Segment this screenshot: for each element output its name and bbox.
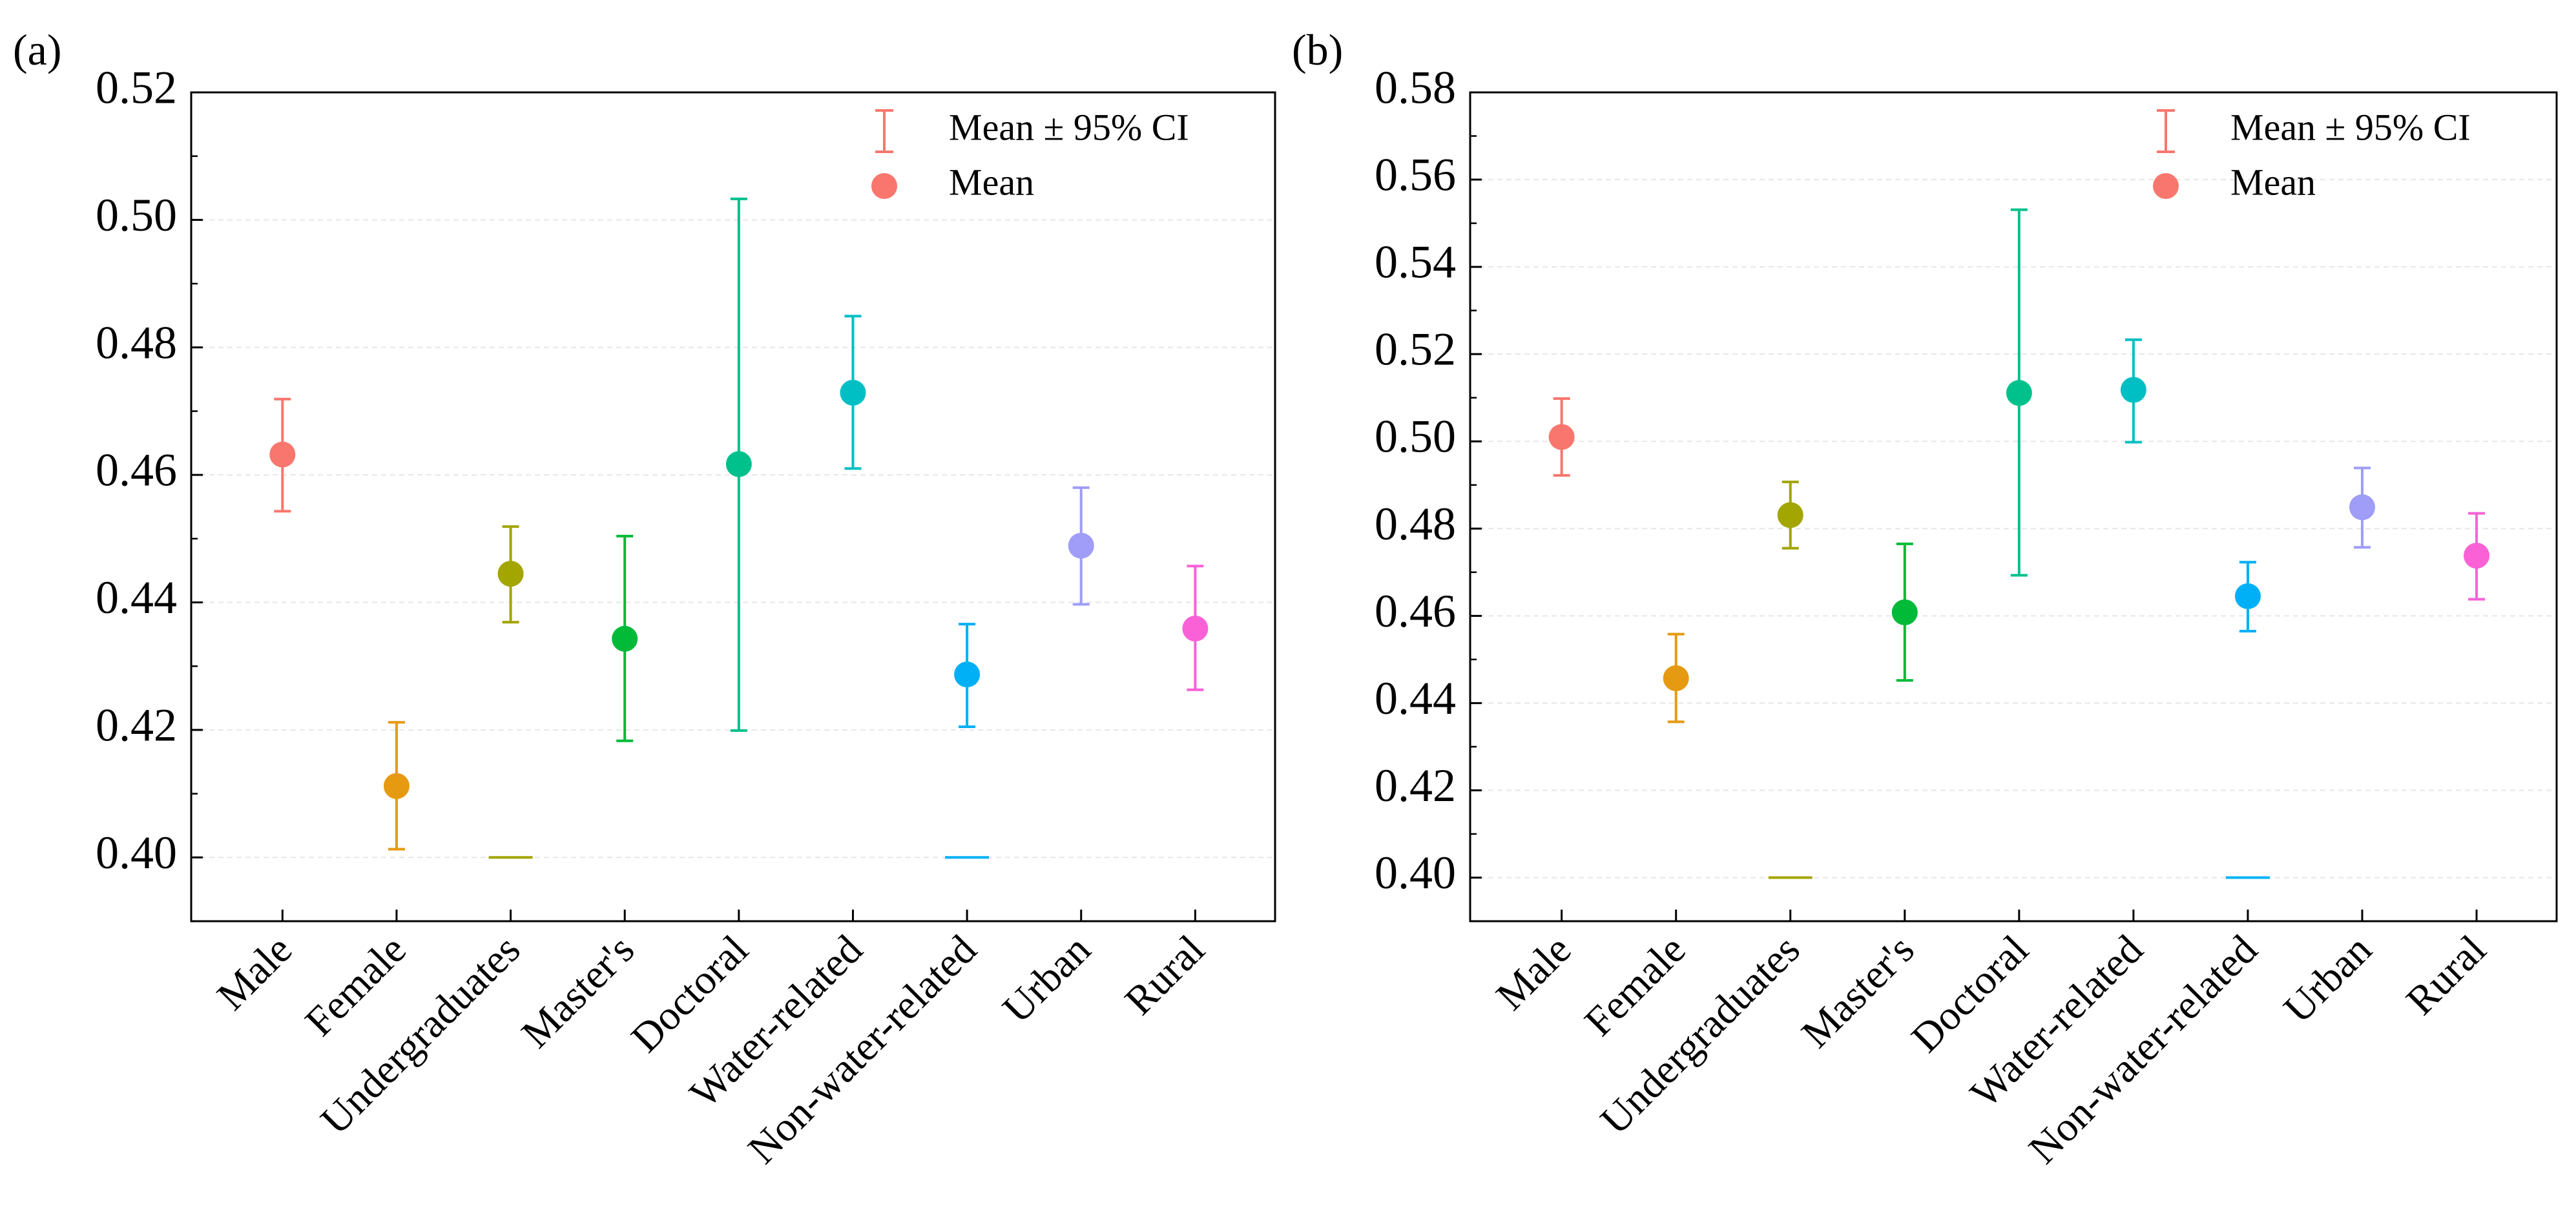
mean-point-water-related	[840, 379, 866, 406]
mean-point-male	[1548, 424, 1575, 450]
y-tick-label: 0.46	[96, 444, 177, 496]
x-tick-label: Master's	[512, 926, 643, 1057]
y-tick-label: 0.54	[1375, 236, 1456, 288]
panel-label: (a)	[13, 25, 61, 74]
y-tick-label: 0.56	[1375, 149, 1456, 201]
mean-point-master-s	[1891, 599, 1918, 625]
y-tick-label: 0.48	[96, 317, 177, 368]
y-tick-label: 0.46	[1375, 585, 1456, 637]
mean-point-urban	[1068, 532, 1094, 559]
mean-point-non-water-related	[954, 662, 981, 688]
y-tick-label: 0.48	[1375, 498, 1456, 550]
axis-frame	[190, 91, 1276, 922]
x-tick-label: Undergraduates	[312, 926, 529, 1143]
x-tick-label: Male	[1487, 926, 1579, 1019]
y-tick-label: 0.40	[1375, 847, 1456, 899]
mean-point-undergraduates	[497, 561, 524, 587]
mean-point-female	[1663, 665, 1689, 691]
x-tick-label: Master's	[1792, 926, 1923, 1057]
legend-label: Mean	[949, 161, 1034, 203]
y-tick-label: 0.52	[96, 62, 177, 114]
mean-point-female	[383, 773, 410, 799]
mean-point-urban	[2349, 494, 2376, 521]
axis-frame	[1469, 91, 2558, 922]
x-tick-label: Rural	[2397, 926, 2495, 1024]
y-tick-label: 0.50	[96, 189, 177, 241]
mean-point-doctoral	[2006, 380, 2032, 406]
y-tick-label: 0.42	[1375, 760, 1456, 811]
mean-point-doctoral	[725, 451, 752, 477]
x-tick-label: Undergraduates	[1592, 926, 1809, 1143]
mean-point-water-related	[2120, 377, 2146, 403]
x-tick-label: Urban	[2275, 926, 2380, 1032]
y-tick-label: 0.58	[1375, 62, 1456, 114]
panel-a: 0.400.420.440.460.480.500.52MaleFemaleUn…	[13, 25, 1276, 1173]
legend-label: Mean	[2230, 161, 2316, 203]
y-tick-label: 0.50	[1375, 411, 1456, 463]
y-tick-label: 0.44	[1375, 672, 1456, 724]
x-tick-label: Urban	[993, 926, 1099, 1032]
mean-point-undergraduates	[1777, 502, 1803, 528]
mean-point-master-s	[612, 625, 638, 652]
legend-label: Mean ± 95% CI	[949, 106, 1189, 148]
mean-point-male	[269, 441, 296, 468]
legend-mean-symbol	[2153, 173, 2179, 199]
panel-b: 0.40 0.42 0.44 0.46 0.48 0.50 0.52 0.54 0.56 0.58…	[1292, 25, 2558, 1173]
y-tick-label: 0.40	[96, 827, 177, 879]
legend-label: Mean ± 95% CI	[2230, 106, 2471, 148]
panel-label: (b)	[1292, 25, 1343, 74]
y-tick-label: 0.42	[96, 699, 177, 751]
x-tick-label: Male	[208, 926, 300, 1019]
y-tick-label: 0.52	[1375, 324, 1456, 375]
x-tick-label: Rural	[1116, 926, 1214, 1024]
mean-point-non-water-related	[2234, 583, 2261, 609]
y-tick-label: 0.44	[96, 572, 177, 623]
mean-point-rural	[1182, 616, 1209, 642]
mean-point-rural	[2464, 543, 2490, 569]
legend-mean-symbol	[871, 173, 897, 199]
